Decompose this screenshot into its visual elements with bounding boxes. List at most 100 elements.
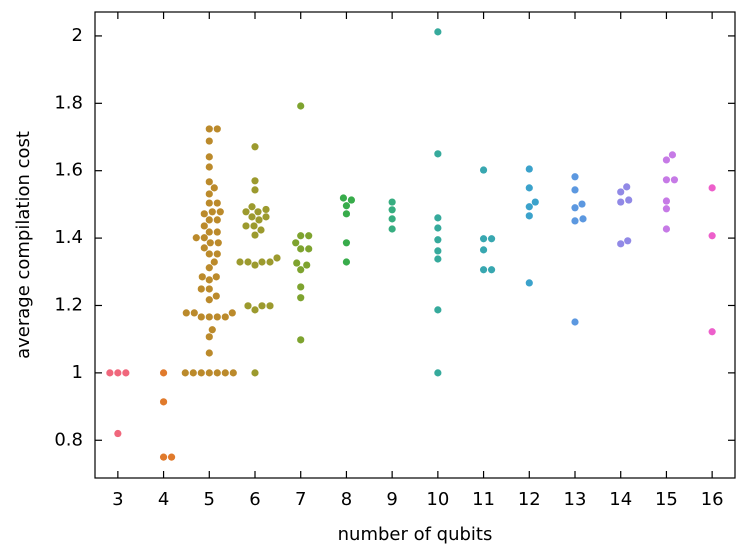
point <box>525 203 533 211</box>
point <box>434 369 442 377</box>
point <box>182 309 190 317</box>
point <box>623 183 631 191</box>
point <box>216 208 224 216</box>
point <box>257 226 265 234</box>
point <box>208 326 216 334</box>
x-tick-label: 5 <box>204 489 215 510</box>
y-axis-label: average compilation cost <box>13 131 34 359</box>
point <box>434 306 442 314</box>
point <box>198 273 206 281</box>
point <box>525 184 533 192</box>
point <box>244 258 252 266</box>
point <box>297 232 305 240</box>
point <box>200 244 208 252</box>
point <box>255 216 263 224</box>
point <box>190 309 198 317</box>
point <box>305 232 313 240</box>
y-tick-label: 1 <box>72 362 83 383</box>
point <box>479 266 488 274</box>
y-tick-label: 2 <box>72 25 83 46</box>
point <box>197 369 205 377</box>
point <box>579 215 587 223</box>
point <box>189 369 197 377</box>
point <box>434 255 442 263</box>
point <box>197 313 205 321</box>
point <box>106 369 114 377</box>
point <box>192 234 200 242</box>
point <box>434 28 442 36</box>
point <box>229 369 237 377</box>
point <box>205 264 213 272</box>
point <box>251 177 259 185</box>
point <box>525 279 533 287</box>
point <box>212 273 220 281</box>
point <box>213 228 221 236</box>
point <box>251 143 259 151</box>
y-tick-label: 1.2 <box>54 294 83 315</box>
x-tick-label: 13 <box>564 489 587 510</box>
point <box>197 285 205 293</box>
point <box>305 245 313 253</box>
point <box>662 156 671 164</box>
point <box>625 196 633 204</box>
point <box>205 250 213 258</box>
x-tick-label: 14 <box>609 489 632 510</box>
point <box>205 199 213 207</box>
point <box>617 188 625 196</box>
point <box>205 285 213 293</box>
x-tick-label: 16 <box>701 489 724 510</box>
point <box>297 245 305 253</box>
point <box>251 261 259 269</box>
x-tick-label: 4 <box>158 489 169 510</box>
point <box>221 369 229 377</box>
point <box>434 214 442 222</box>
point <box>210 258 218 266</box>
point <box>388 198 396 206</box>
point <box>339 194 348 202</box>
point <box>200 210 208 218</box>
point <box>342 202 351 210</box>
point <box>293 259 301 267</box>
point <box>242 222 250 230</box>
point <box>297 102 305 110</box>
point <box>213 369 221 377</box>
point <box>571 173 579 181</box>
point <box>670 176 679 184</box>
y-tick-label: 1.6 <box>54 160 83 181</box>
point <box>205 178 213 186</box>
point <box>181 369 189 377</box>
x-tick-label: 3 <box>112 489 123 510</box>
point <box>205 228 213 236</box>
point <box>200 222 208 230</box>
point <box>159 398 168 406</box>
point <box>479 246 488 254</box>
point <box>434 236 442 244</box>
point <box>266 258 274 266</box>
point <box>434 150 442 158</box>
point <box>221 313 229 321</box>
point <box>617 198 625 206</box>
point <box>297 266 305 274</box>
point <box>200 234 208 242</box>
x-tick-label: 11 <box>472 489 495 510</box>
point <box>254 208 262 216</box>
point <box>624 237 632 245</box>
point <box>297 294 305 302</box>
point <box>114 429 122 438</box>
point <box>292 239 300 247</box>
x-axis-label: number of qubits <box>338 524 493 545</box>
y-tick-label: 1.8 <box>54 92 83 113</box>
point <box>662 225 671 233</box>
point <box>205 313 213 321</box>
point <box>487 235 496 243</box>
point <box>668 151 677 159</box>
point <box>342 258 351 266</box>
point <box>212 292 220 300</box>
point <box>205 296 213 304</box>
point <box>434 247 442 255</box>
point <box>266 302 274 310</box>
point <box>114 369 122 377</box>
point <box>210 184 218 192</box>
y-tick-label: 0.8 <box>54 429 83 450</box>
